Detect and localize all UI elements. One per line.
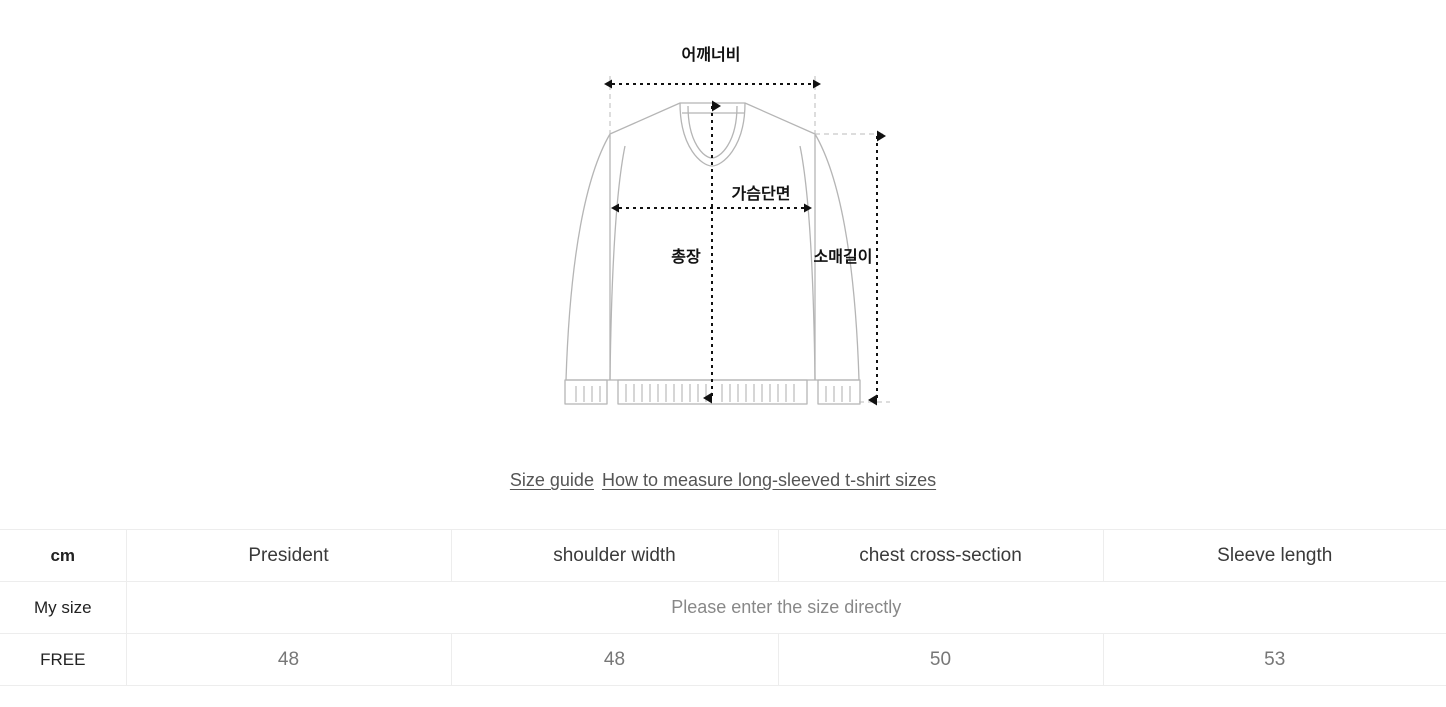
size-label-free: FREE <box>0 633 126 686</box>
cuff-ribbing <box>575 386 851 402</box>
my-size-input-cell[interactable]: Please enter the size directly <box>125 581 1446 634</box>
my-size-label: My size <box>0 581 126 634</box>
header-president: President <box>125 529 451 582</box>
measure-guide-lines <box>609 76 890 403</box>
how-to-measure-link[interactable]: How to measure long-sleeved t-shirt size… <box>601 470 937 490</box>
label-sleeve-length: 소매길이 <box>814 248 873 266</box>
header-chest-cross-section: chest cross-section <box>777 529 1103 582</box>
value-sleeve-length: 53 <box>1102 633 1446 686</box>
size-chart-illustration: 어깨너비 가슴단면 총장 소매길이 <box>564 46 890 406</box>
table-header-row: cm President shoulder width chest cross-… <box>0 529 1446 582</box>
hem-ribbing <box>625 384 795 402</box>
size-guide-link[interactable]: Size guide <box>509 470 594 490</box>
header-unit: cm <box>0 529 126 582</box>
size-table-head: cm President shoulder width chest cross-… <box>0 529 1446 582</box>
size-table-body: My size Please enter the size directly F… <box>0 581 1446 686</box>
label-total-length: 총장 <box>671 248 701 266</box>
header-shoulder-width: shoulder width <box>450 529 778 582</box>
label-chest: 가슴단면 <box>732 185 791 203</box>
value-chest-cross-section: 50 <box>777 633 1103 686</box>
value-shoulder-width: 48 <box>450 633 778 686</box>
my-size-row: My size Please enter the size directly <box>0 581 1446 634</box>
table-row: FREE 48 48 50 53 <box>0 633 1446 686</box>
size-table: cm President shoulder width chest cross-… <box>0 529 1446 686</box>
value-president: 48 <box>125 633 451 686</box>
garment-diagram-svg: 어깨너비 가슴단면 총장 소매길이 <box>564 46 890 406</box>
header-sleeve-length: Sleeve length <box>1102 529 1446 582</box>
guide-links: Size guide How to measure long-sleeved t-… <box>0 466 1446 494</box>
label-shoulder-width: 어깨너비 <box>682 46 741 64</box>
